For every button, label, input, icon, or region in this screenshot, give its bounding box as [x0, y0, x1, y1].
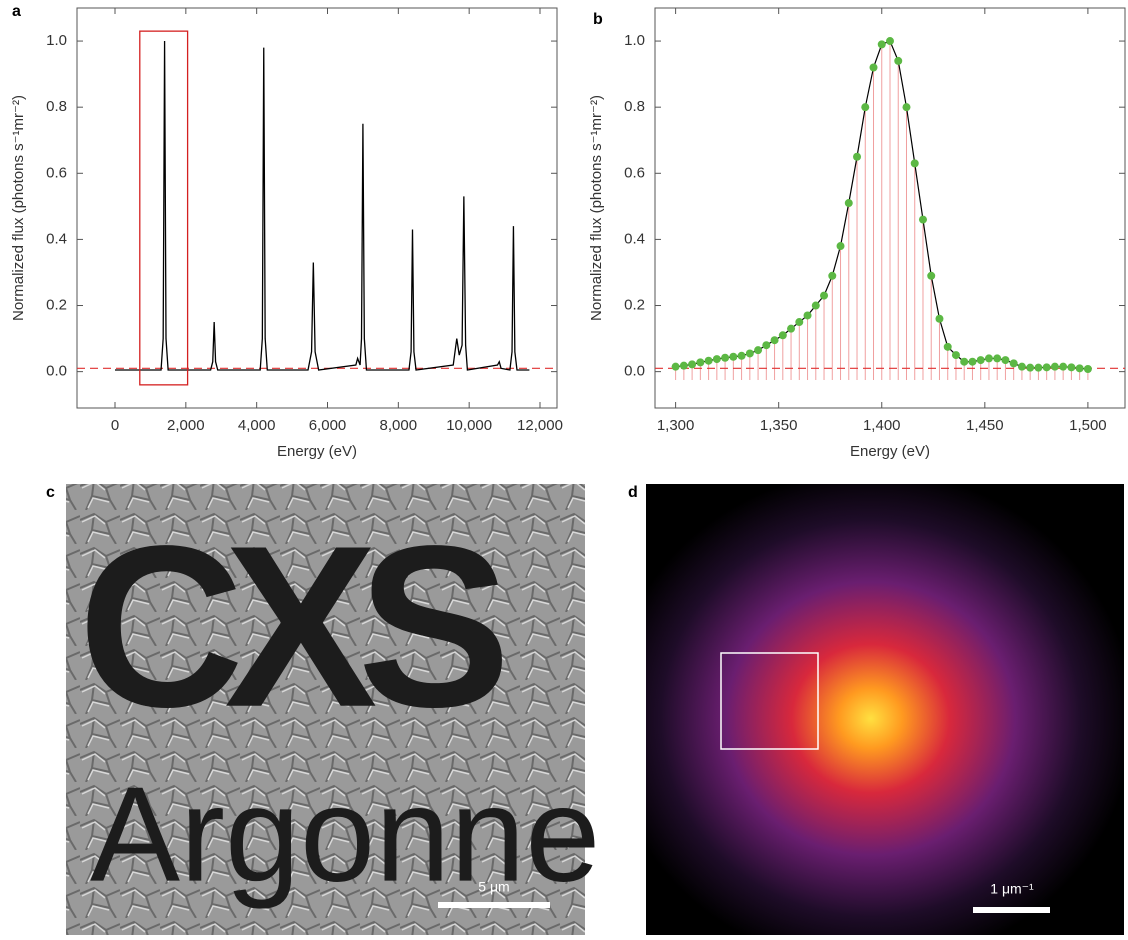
point — [960, 357, 969, 366]
scale-bar-label: 5 μm — [478, 879, 509, 895]
point — [902, 103, 911, 112]
y-tick-label: 0.8 — [624, 98, 645, 115]
point — [811, 301, 820, 310]
point — [886, 37, 894, 46]
x-axis-label: Energy (eV) — [277, 443, 357, 460]
point — [729, 352, 738, 361]
y-tick-label: 1.0 — [46, 32, 67, 49]
y-tick-label: 0.6 — [46, 164, 67, 181]
image-text: Argonne — [90, 759, 600, 910]
y-tick-label: 0.8 — [46, 98, 67, 115]
point — [770, 336, 779, 345]
point — [721, 353, 730, 362]
y-tick-label: 0.0 — [46, 363, 67, 380]
point — [844, 199, 853, 208]
point — [712, 355, 721, 364]
point — [910, 159, 919, 168]
y-tick-label: 0.4 — [624, 230, 645, 247]
y-tick-label: 0.2 — [624, 296, 645, 313]
point — [1042, 363, 1051, 372]
point — [828, 271, 837, 280]
point — [918, 215, 927, 224]
point — [951, 351, 960, 360]
panel-label: d — [628, 484, 638, 501]
y-axis-label: Normalized flux (photons s⁻¹mr⁻²) — [588, 95, 605, 321]
point — [877, 40, 886, 49]
point — [1009, 359, 1018, 368]
point — [737, 351, 746, 360]
x-tick-label: 1,300 — [657, 417, 695, 434]
scale-bar — [438, 902, 550, 908]
point — [993, 354, 1002, 363]
point — [1001, 356, 1010, 365]
point — [778, 331, 787, 340]
point — [671, 362, 680, 371]
image-text: CXS — [78, 498, 503, 755]
line — [115, 41, 530, 371]
point — [704, 356, 713, 365]
point — [803, 311, 812, 320]
point — [984, 354, 993, 363]
x-tick-label: 1,350 — [760, 417, 798, 434]
point — [787, 324, 796, 333]
plot-frame — [654, 7, 1126, 409]
x-tick-label: 1,500 — [1069, 417, 1107, 434]
scale-bar-label: 1 μm⁻¹ — [990, 881, 1034, 897]
highlight-box — [139, 30, 189, 386]
point — [820, 291, 829, 300]
point — [869, 63, 878, 72]
point — [861, 103, 870, 112]
point — [935, 314, 944, 323]
x-tick-label: 0 — [111, 417, 119, 434]
point — [679, 361, 688, 370]
point — [853, 152, 862, 161]
point — [745, 349, 754, 358]
x-tick-label: 4,000 — [238, 417, 276, 434]
x-tick-label: 1,450 — [966, 417, 1004, 434]
x-tick-label: 1,400 — [863, 417, 901, 434]
point — [894, 56, 903, 65]
y-tick-label: 0.0 — [624, 363, 645, 380]
sem-image — [66, 484, 585, 935]
y-tick-label: 0.2 — [46, 296, 67, 313]
point — [795, 318, 804, 327]
x-tick-label: 10,000 — [446, 417, 492, 434]
y-tick-label: 1.0 — [624, 32, 645, 49]
scale-bar — [973, 907, 1050, 913]
y-tick-label: 0.4 — [46, 230, 67, 247]
point — [1026, 363, 1035, 372]
highlight-box — [720, 652, 819, 750]
point — [754, 346, 763, 355]
diffraction-glow — [646, 484, 1124, 935]
point — [696, 358, 705, 367]
x-tick-label: 12,000 — [517, 417, 563, 434]
x-axis-label: Energy (eV) — [850, 443, 930, 460]
y-tick-label: 0.6 — [624, 164, 645, 181]
panel-label: c — [46, 484, 55, 501]
point — [1034, 363, 1043, 372]
point — [976, 356, 985, 365]
point — [688, 360, 697, 369]
point — [943, 342, 952, 351]
point — [1067, 363, 1076, 372]
point — [968, 357, 977, 366]
panel-label: a — [12, 3, 21, 20]
point — [1083, 364, 1092, 373]
point — [836, 242, 845, 251]
plot-frame — [76, 7, 558, 409]
point — [927, 271, 936, 280]
panel-label: b — [593, 11, 603, 28]
y-axis-label: Normalized flux (photons s⁻¹mr⁻²) — [10, 95, 27, 321]
x-tick-label: 2,000 — [167, 417, 205, 434]
point — [1059, 362, 1068, 371]
point — [1050, 362, 1059, 371]
point — [762, 341, 771, 350]
x-tick-label: 6,000 — [309, 417, 347, 434]
x-tick-label: 8,000 — [380, 417, 418, 434]
point — [1075, 364, 1084, 373]
point — [1017, 362, 1026, 371]
